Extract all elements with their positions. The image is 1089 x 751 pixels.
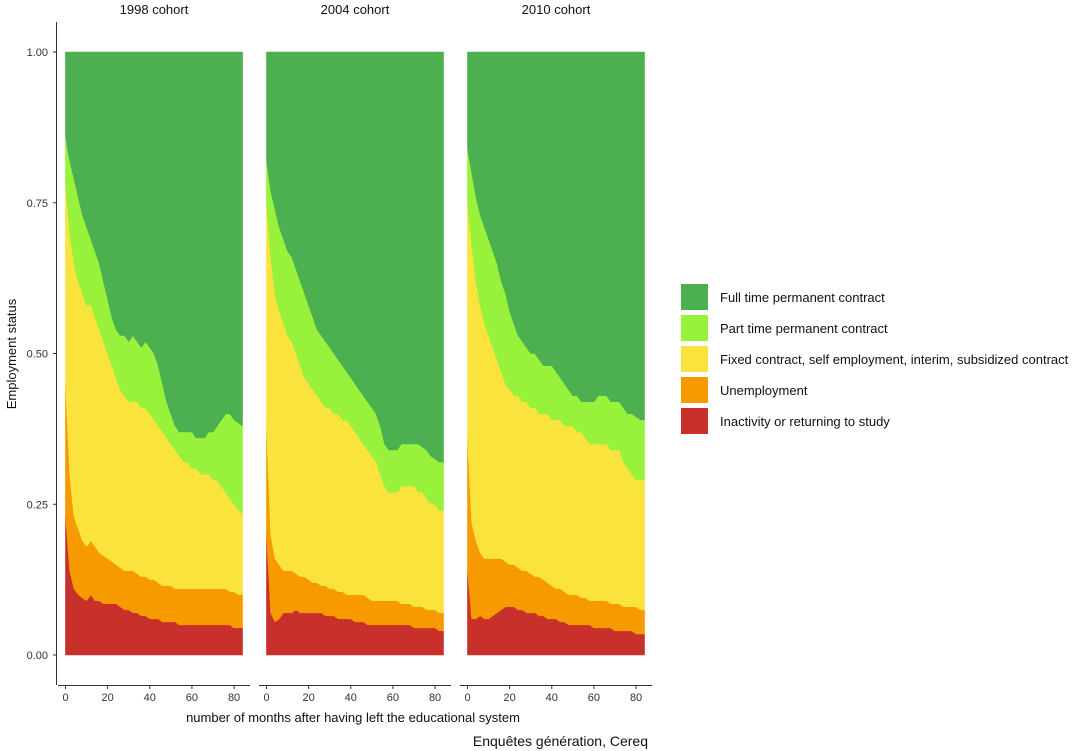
legend-swatch: [681, 315, 708, 341]
x-tick-label: 80: [429, 692, 441, 704]
y-axis-title: Employment status: [4, 298, 19, 409]
x-tick-label: 80: [630, 692, 642, 704]
x-tick-label: 0: [464, 692, 470, 704]
x-tick-label: 20: [102, 692, 114, 704]
x-tick-label: 0: [263, 692, 269, 704]
legend-label: Inactivity or returning to study: [720, 414, 890, 429]
y-tick-label: 0.25: [27, 499, 48, 511]
legend-item-part-time-permanent-contract: Part time permanent contract: [681, 315, 888, 341]
x-axes: 0 20 40 60 80 0 20 40 60 80 0 20 40 60 80: [58, 685, 652, 704]
x-tick-label: 0: [62, 692, 68, 704]
legend-label: Fixed contract, self employment, interim…: [720, 352, 1069, 367]
legend-swatch: [681, 284, 708, 310]
x-axis-panel-3: 0 20 40 60 80: [460, 685, 652, 704]
x-tick-label: 40: [144, 692, 156, 704]
legend: Full time permanent contract Part time pe…: [681, 284, 1069, 434]
legend-label: Unemployment: [720, 383, 808, 398]
panel-2: 2004 cohort: [266, 2, 444, 656]
y-tick-label: 1.00: [27, 47, 48, 59]
panels: 1998 cohort 2004 cohort 2010 cohort: [65, 2, 645, 656]
x-tick-label: 20: [303, 692, 315, 704]
x-tick-label: 80: [228, 692, 240, 704]
y-tick-label: 0.50: [27, 349, 48, 361]
x-tick-label: 20: [504, 692, 516, 704]
x-tick-label: 60: [186, 692, 198, 704]
x-axis-title: number of months after having left the e…: [186, 710, 520, 725]
legend-swatch: [681, 408, 708, 434]
legend-item-unemployment: Unemployment: [681, 377, 808, 403]
y-tick-label: 0.00: [27, 650, 48, 662]
area-full-time-permanent-contract: [65, 51, 243, 439]
x-axis-panel-2: 0 20 40 60 80: [259, 685, 451, 704]
y-tick-label: 0.75: [27, 198, 48, 210]
x-tick-label: 40: [345, 692, 357, 704]
x-tick-label: 40: [546, 692, 558, 704]
y-axis: 0.00 0.25 0.50 0.75 1.00: [27, 22, 57, 685]
legend-label: Part time permanent contract: [720, 321, 888, 336]
panel-1: 1998 cohort: [65, 2, 243, 656]
panel-3: 2010 cohort: [467, 2, 645, 656]
legend-item-full-time-permanent-contract: Full time permanent contract: [681, 284, 885, 310]
chart-caption: Enquêtes génération, Cereq: [473, 733, 648, 749]
x-tick-label: 60: [387, 692, 399, 704]
legend-item-fixed-contract-self-employment-interim-subsidized-contract: Fixed contract, self employment, interim…: [681, 346, 1069, 372]
legend-item-inactivity-or-returning-to-study: Inactivity or returning to study: [681, 408, 890, 434]
area-full-time-permanent-contract: [266, 51, 444, 463]
panel-title: 2010 cohort: [522, 2, 591, 17]
panel-title: 2004 cohort: [321, 2, 390, 17]
legend-swatch: [681, 346, 708, 372]
x-tick-label: 60: [588, 692, 600, 704]
legend-label: Full time permanent contract: [720, 290, 885, 305]
legend-swatch: [681, 377, 708, 403]
area-full-time-permanent-contract: [467, 51, 645, 421]
panel-title: 1998 cohort: [120, 2, 189, 17]
x-axis-panel-1: 0 20 40 60 80: [58, 685, 250, 704]
